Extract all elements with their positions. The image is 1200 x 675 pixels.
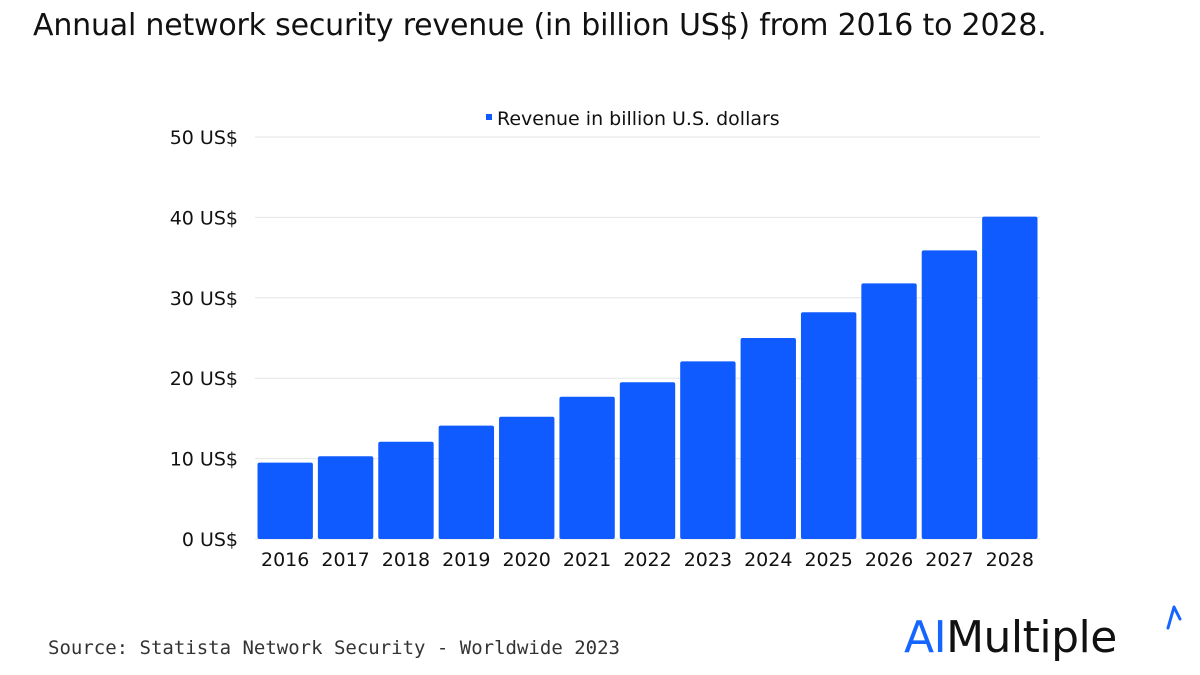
x-tick-label: 2027 <box>925 549 973 571</box>
bar-2021 <box>559 396 615 539</box>
bar-2028 <box>982 216 1038 539</box>
bar-2026 <box>861 283 917 539</box>
y-axis-ticks: 0 US$ 10 US$ 20 US$ 30 US$ 40 US$ 50 US$ <box>170 127 238 551</box>
bar-2020 <box>499 416 555 539</box>
x-tick-label: 2024 <box>744 549 792 571</box>
x-tick-label: 2020 <box>503 549 551 571</box>
x-tick-label: 2018 <box>382 549 430 571</box>
logo-wordmark: AIMultiple <box>904 612 1117 663</box>
bar-2027 <box>921 250 978 539</box>
x-tick-label: 2026 <box>865 549 913 571</box>
x-tick-label: 2019 <box>442 549 490 571</box>
bar-2016 <box>257 462 313 539</box>
y-tick-label: 0 US$ <box>182 529 238 551</box>
y-tick-label: 20 US$ <box>170 368 238 390</box>
bar-2019 <box>438 425 495 539</box>
logo-multiple: Multiple <box>946 612 1117 663</box>
x-tick-label: 2022 <box>623 549 671 571</box>
legend: Revenue in billion U.S. dollars <box>486 108 780 130</box>
x-tick-label: 2017 <box>321 549 369 571</box>
bar-2022 <box>619 382 676 539</box>
bar-2024 <box>740 338 796 539</box>
y-tick-label: 10 US$ <box>170 449 238 471</box>
x-tick-label: 2016 <box>261 549 309 571</box>
y-tick-label: 50 US$ <box>170 127 238 149</box>
legend-label: Revenue in billion U.S. dollars <box>497 108 780 130</box>
x-axis-ticks: 2016 2017 2018 2019 2020 2021 2022 2023 2024 2025… <box>261 549 1034 571</box>
source-note: Source: Statista Network Security - Worl… <box>48 637 620 659</box>
bar-2018 <box>378 441 434 539</box>
bar-2023 <box>680 361 736 539</box>
x-tick-label: 2025 <box>804 549 852 571</box>
legend-swatch <box>486 114 492 120</box>
bar-2017 <box>317 456 374 539</box>
x-tick-label: 2028 <box>986 549 1034 571</box>
chart-title: Annual network security revenue (in bill… <box>33 8 1047 43</box>
x-tick-label: 2021 <box>563 549 611 571</box>
y-tick-label: 40 US$ <box>170 207 238 229</box>
aimultiple-logo: AIMultiple <box>904 604 1189 670</box>
x-tick-label: 2023 <box>684 549 732 571</box>
bars <box>257 216 1038 539</box>
y-tick-label: 30 US$ <box>170 288 238 310</box>
bar-2025 <box>800 312 857 539</box>
logo-ai: AI <box>904 612 947 663</box>
logo-spark-icon <box>1166 605 1182 630</box>
